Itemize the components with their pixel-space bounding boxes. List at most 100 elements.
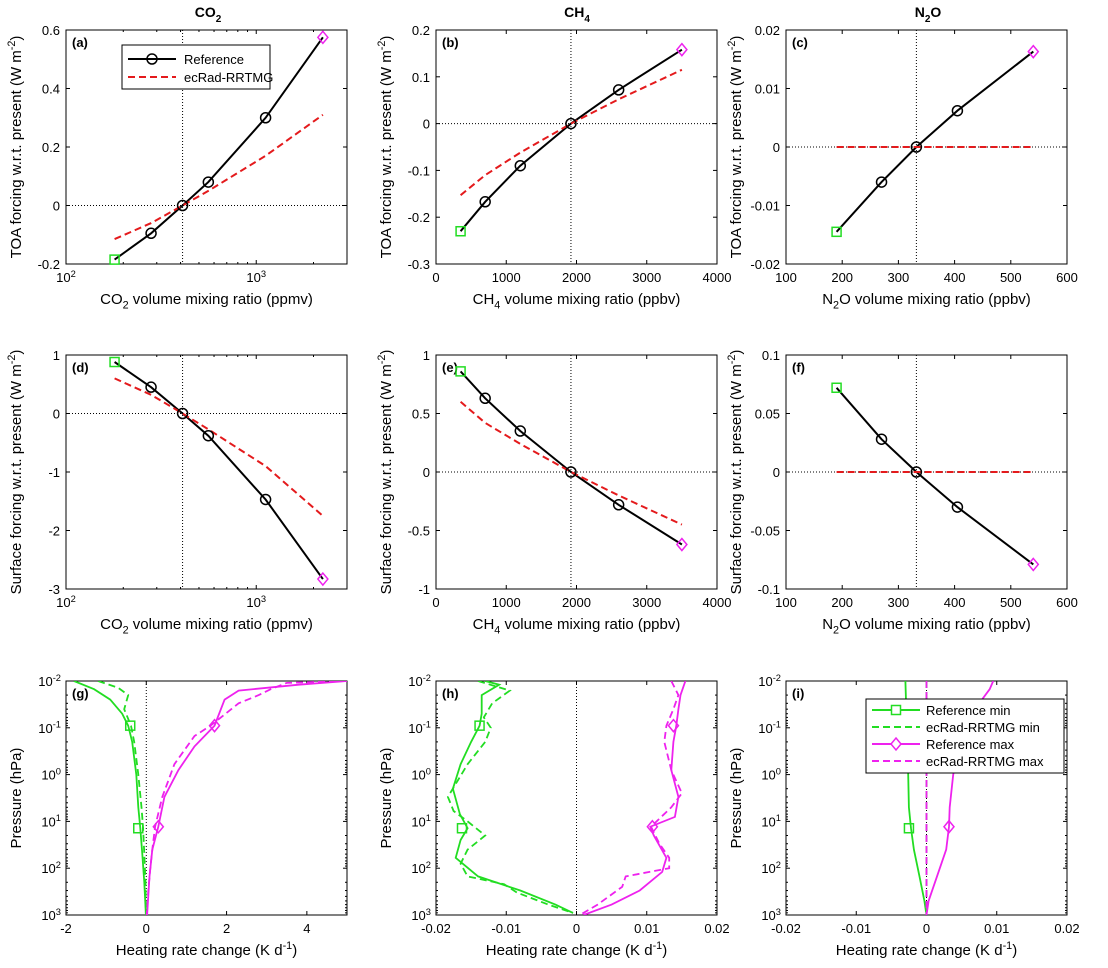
y-tick-label: 10-2: [758, 673, 781, 689]
y-tick-label: -3: [48, 582, 60, 597]
x-tick-label: 300: [888, 270, 910, 285]
reference-max-marker: [208, 718, 221, 733]
legend-marker-diamond: [890, 736, 902, 752]
y-tick-label: -0.3: [408, 257, 430, 272]
reference-point: [514, 425, 527, 437]
x-tick-label: 600: [1056, 270, 1078, 285]
reference-point: [565, 466, 577, 478]
reference-point: [145, 381, 157, 393]
y-axis-label: Pressure (hPa): [378, 748, 395, 849]
reference-min-marker: [124, 720, 136, 731]
reference-max-marker: [152, 819, 165, 834]
y-tick-label: -0.1: [758, 582, 780, 597]
panel-g: -2 0 2 4 10-2 10-1 100 101 102 103 Heating rate ch…: [8, 673, 348, 959]
y-tick-label: 0.5: [412, 407, 430, 422]
legend: Reference ecRad-RRTMG: [121, 44, 273, 90]
reference-point: [514, 159, 527, 172]
y-tick-label: -0.2: [38, 257, 60, 272]
legend-label-ecrad: ecRad-RRTMG: [184, 70, 273, 85]
end-marker: [675, 537, 688, 552]
y-tick-label: 0: [53, 199, 60, 214]
x-tick-label: 1000: [492, 270, 521, 285]
reference-min-marker: [474, 720, 485, 731]
reference-max-marker: [667, 718, 680, 733]
y-tick-label: 101: [411, 813, 431, 829]
y-tick-label: -0.5: [408, 524, 430, 539]
plot-area: [835, 387, 1034, 566]
y-tick-label: 0.05: [755, 407, 780, 422]
reference-point: [910, 466, 923, 478]
y-tick-label: 0: [423, 465, 430, 480]
x-tick-label: 0.01: [984, 921, 1009, 936]
x-tick-label: -0.01: [841, 921, 871, 936]
start-marker: [831, 382, 842, 394]
ecrad-rrtmg-line: [114, 113, 324, 241]
reference-max-line: [146, 681, 347, 915]
reference-point: [202, 176, 215, 188]
reference-line: [114, 36, 324, 261]
plot-area: [114, 361, 324, 580]
y-tick-label: 0.1: [762, 348, 780, 363]
start-marker: [109, 254, 120, 265]
y-tick-label: 101: [41, 813, 61, 829]
x-tick-label: 200: [831, 270, 853, 285]
legend-box: [121, 44, 271, 90]
start-marker: [109, 356, 120, 368]
x-tick-label: 300: [888, 595, 910, 610]
plot-area: [446, 681, 687, 915]
y-tick-label: 0.2: [412, 23, 430, 38]
legend-marker-square: [890, 704, 902, 716]
ecrad-rrtmg-line: [459, 68, 683, 196]
legend-label: Reference max: [926, 737, 1015, 752]
y-tick-label: -0.02: [750, 257, 780, 272]
legend-label: ecRad-RRTMG min: [926, 720, 1040, 735]
y-tick-label: -0.05: [750, 524, 780, 539]
x-axis-label: N2O volume mixing ratio (ppbv): [822, 291, 1031, 312]
x-tick-label: 2: [223, 921, 230, 936]
column-title-ch4: CH4: [564, 4, 590, 25]
y-tick-label: 0.6: [42, 23, 60, 38]
x-tick-label: 102: [56, 269, 76, 285]
panel-label: (d): [72, 360, 89, 375]
x-tick-label: 600: [1056, 595, 1078, 610]
y-tick-label: 102: [41, 860, 61, 876]
y-tick-label: -0.1: [408, 163, 430, 178]
x-tick-label: 0.02: [704, 921, 729, 936]
column-title-co2: CO2: [195, 4, 222, 25]
y-tick-label: -0.01: [750, 199, 780, 214]
reference-point: [176, 199, 189, 212]
ecrad-rrtmg-max-line: [145, 681, 347, 915]
y-tick-label: 10-2: [38, 673, 61, 689]
x-tick-label: 4: [303, 921, 310, 936]
y-tick-label: 103: [411, 907, 431, 923]
reference-min-marker: [133, 822, 144, 834]
x-axis-label: Heating rate change (K d-1): [836, 940, 1017, 959]
panel-label: (b): [442, 35, 459, 50]
y-tick-label: 100: [411, 766, 431, 782]
y-tick-label: -2: [48, 524, 60, 539]
legend-marker-reference: [146, 53, 158, 65]
plot-area: [459, 48, 683, 232]
y-tick-label: 101: [761, 813, 781, 829]
x-tick-label: 1000: [492, 595, 521, 610]
y-axis-label: Pressure (hPa): [8, 748, 25, 849]
plot-area: [459, 370, 683, 546]
x-axis-label: CO2 volume mixing ratio (ppmv): [100, 616, 313, 637]
reference-point: [176, 407, 189, 420]
plot-frame: [435, 29, 718, 265]
x-tick-label: 0: [143, 921, 150, 936]
y-axis-label: TOA forcing w.r.t. present (W m-2): [376, 36, 395, 259]
x-tick-label: 0: [923, 921, 930, 936]
panel-label: (a): [72, 35, 88, 50]
x-tick-label: -0.02: [771, 921, 801, 936]
x-tick-label: 100: [775, 595, 797, 610]
y-tick-label: 1: [53, 348, 60, 363]
reference-point: [875, 176, 888, 188]
x-axis-label: Heating rate change (K d-1): [116, 940, 297, 959]
ecrad-rrtmg-max-line: [579, 681, 683, 915]
x-axis-label: N2O volume mixing ratio (ppbv): [822, 616, 1031, 637]
y-axis-label: Pressure (hPa): [728, 748, 745, 849]
x-tick-label: 2000: [562, 595, 591, 610]
reference-point: [479, 392, 491, 405]
